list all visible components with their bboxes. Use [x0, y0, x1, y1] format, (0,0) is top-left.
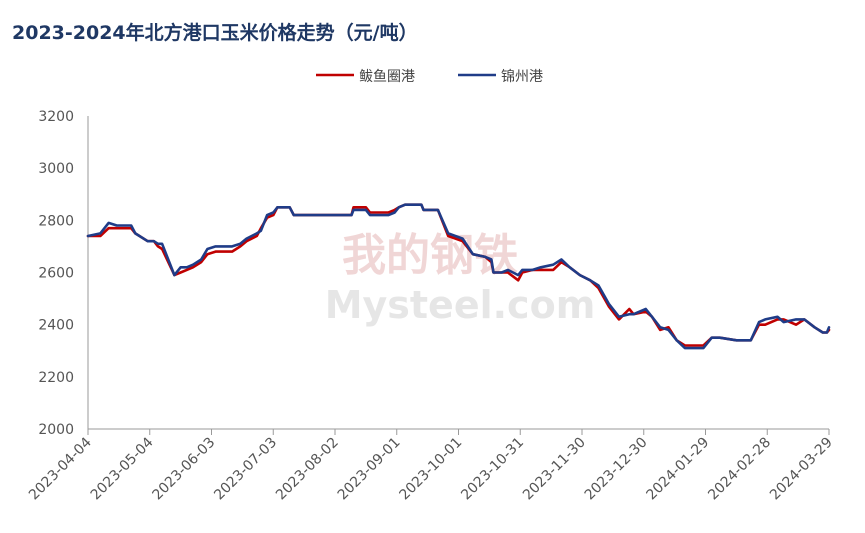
y-axis-ticks: 2000 2200 2400 2600 2800 3000 3200: [38, 109, 74, 438]
x-axis-ticks: 2023-04-042023-05-042023-06-032023-07-03…: [26, 429, 836, 503]
legend-label-1: 锦州港: [501, 68, 543, 85]
x-tick-label: 2023-06-03: [149, 435, 218, 504]
watermark-line2: Mysteel.com: [325, 283, 596, 327]
chart-title: 2023-2024年北方港口玉米价格走势（元/吨）: [12, 22, 418, 44]
series-line-1: [86, 203, 831, 350]
series-layer: [86, 203, 831, 350]
x-tick-label: 2023-11-30: [520, 435, 589, 504]
x-tick-label: 2023-04-04: [26, 434, 95, 503]
y-tick-label: 2200: [38, 370, 74, 386]
y-tick-label: 2000: [38, 422, 74, 438]
y-tick-label: 2400: [38, 318, 74, 334]
x-tick-label: 2023-10-01: [396, 435, 465, 504]
x-tick-label: 2024-02-28: [705, 435, 774, 504]
x-tick-label: 2023-05-04: [88, 434, 157, 503]
x-tick-label: 2023-08-02: [273, 435, 342, 504]
legend: 鲅鱼圈港 锦州港: [316, 68, 543, 85]
legend-label-0: 鲅鱼圈港: [359, 68, 415, 85]
x-tick-label: 2023-07-03: [211, 435, 280, 504]
y-tick-label: 2600: [38, 266, 74, 282]
y-tick-label: 3200: [38, 109, 74, 125]
watermark-line1: 我的钢铁: [342, 230, 518, 281]
x-tick-label: 2024-03-29: [767, 435, 836, 504]
x-tick-label: 2023-10-31: [458, 435, 527, 504]
x-tick-label: 2023-12-30: [582, 435, 651, 504]
watermark: 我的钢铁 Mysteel.com: [325, 230, 596, 327]
x-tick-label: 2024-01-29: [643, 435, 712, 504]
y-tick-label: 2800: [38, 213, 74, 229]
y-tick-label: 3000: [38, 161, 74, 177]
x-tick-label: 2023-09-01: [335, 435, 404, 504]
